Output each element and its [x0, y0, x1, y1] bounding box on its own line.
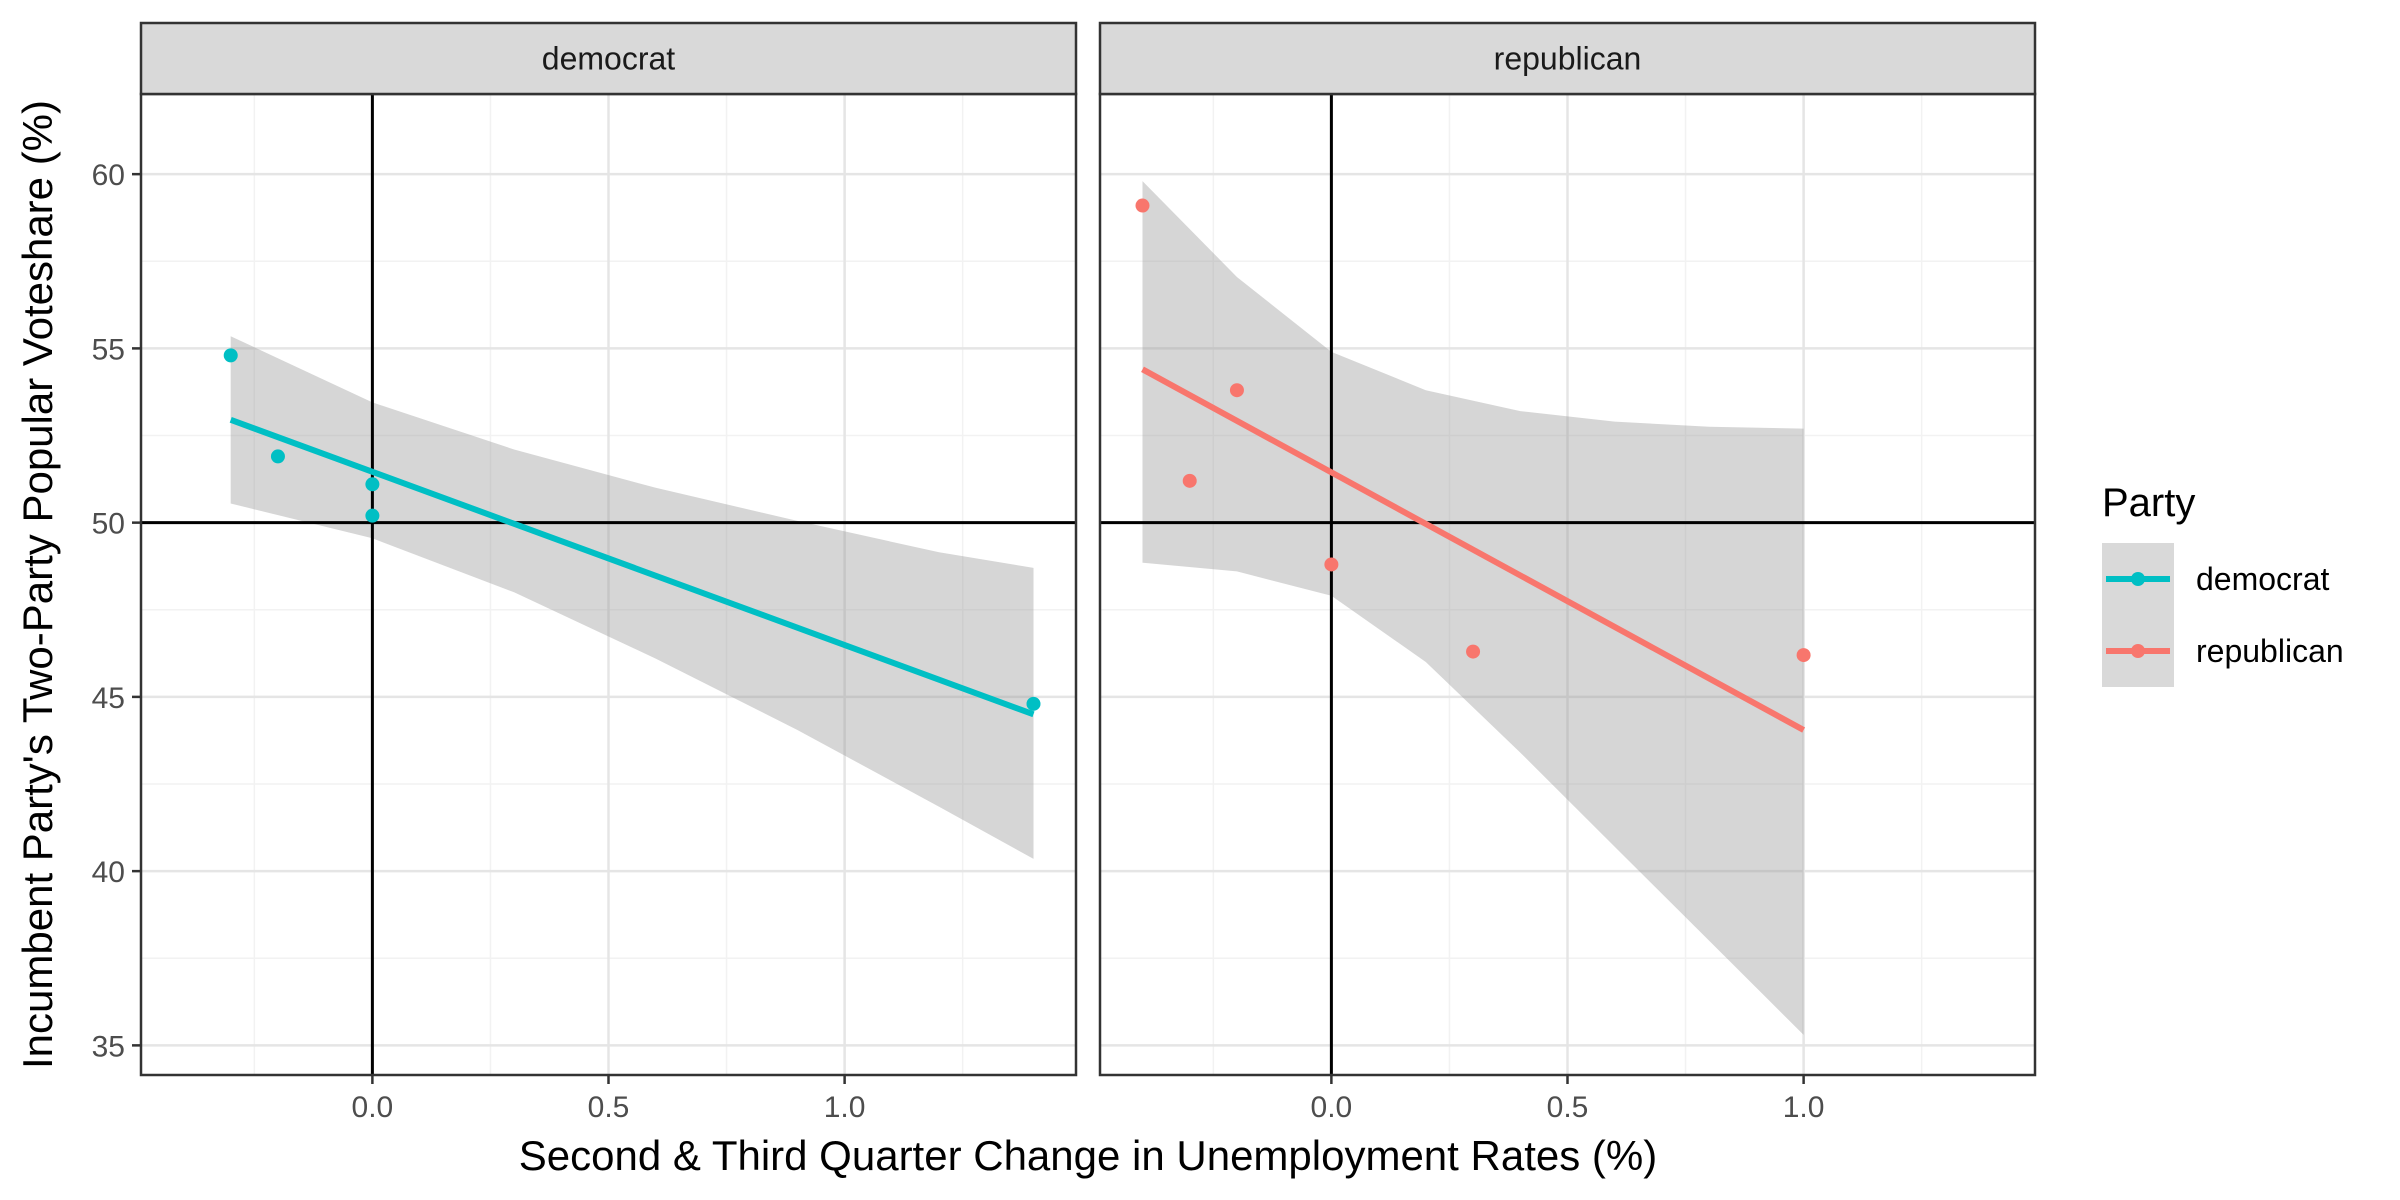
y-axis-title: Incumbent Party's Two-Party Popular Vote…	[14, 100, 61, 1069]
x-axis-title: Second & Third Quarter Change in Unemplo…	[519, 1132, 1657, 1179]
legend-key-point	[2131, 644, 2145, 658]
data-point	[1466, 645, 1480, 659]
data-point	[271, 449, 285, 463]
panel-republican: republican 0.0 0.5 1.0	[1100, 23, 2035, 1124]
data-point	[1027, 697, 1041, 711]
data-point	[1324, 557, 1338, 571]
y-tick-label: 45	[92, 682, 125, 715]
y-tick-label: 40	[92, 856, 125, 889]
x-tick-label: 1.0	[824, 1091, 866, 1124]
x-tick-label: 0.0	[1311, 1091, 1353, 1124]
facet-strip-label: republican	[1494, 41, 1642, 77]
legend-key-point	[2131, 572, 2145, 586]
data-point	[1230, 383, 1244, 397]
x-tick-label: 0.5	[588, 1091, 630, 1124]
data-point	[1797, 648, 1811, 662]
data-point	[1136, 199, 1150, 213]
y-tick-label: 35	[92, 1030, 125, 1063]
y-tick-label: 60	[92, 159, 125, 192]
facet-strip-label: democrat	[542, 41, 676, 77]
data-point	[224, 348, 238, 362]
legend-title: Party	[2102, 481, 2195, 525]
y-tick-label: 55	[92, 333, 125, 366]
data-point	[365, 477, 379, 491]
x-tick-label: 0.5	[1547, 1091, 1589, 1124]
legend-label: democrat	[2196, 561, 2330, 597]
data-point	[1183, 474, 1197, 488]
panel-democrat: democrat 0.0 0.5 1.0	[141, 23, 1076, 1124]
legend-label: republican	[2196, 633, 2344, 669]
x-tick-label: 0.0	[352, 1091, 394, 1124]
x-tick-label: 1.0	[1783, 1091, 1825, 1124]
data-point	[365, 509, 379, 523]
y-tick-label: 50	[92, 508, 125, 541]
